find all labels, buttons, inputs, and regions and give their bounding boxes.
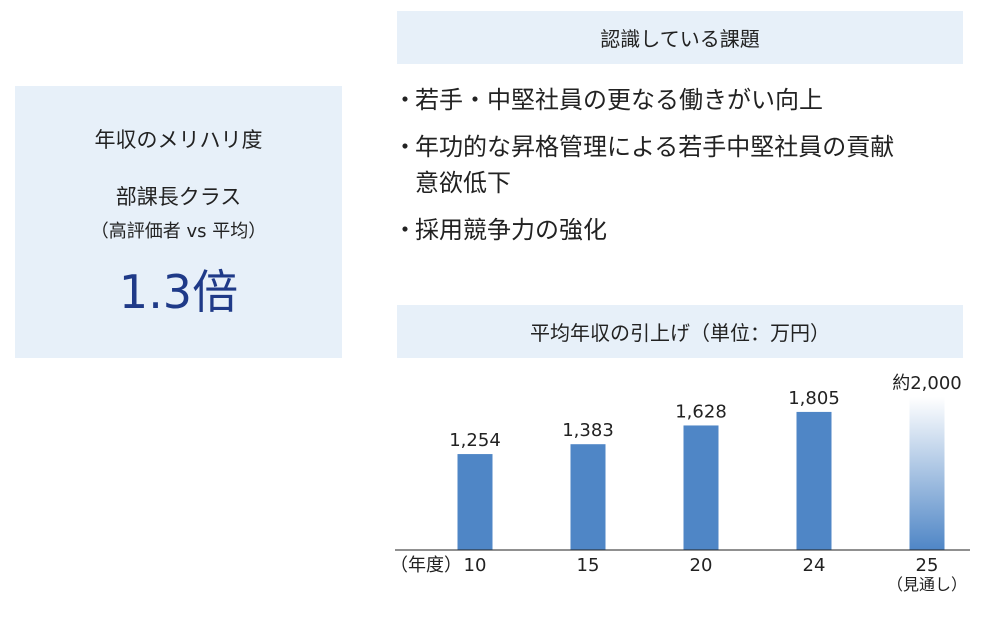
multiplier-subtitle: 部課長クラス xyxy=(115,185,242,209)
bar-25 xyxy=(909,397,945,550)
bar-15 xyxy=(570,444,606,550)
issue-text: 若手・中堅社員の更なる働きがい向上 xyxy=(415,86,823,114)
bar-20 xyxy=(683,425,719,550)
issue-text: 採用競争力の強化 xyxy=(415,216,607,244)
multiplier-title: 年収のメリハリ度 xyxy=(94,128,263,152)
bar-10 xyxy=(457,454,493,550)
data-label-10: 1,254 xyxy=(449,430,501,451)
tick-label-24: 24 xyxy=(803,555,826,576)
multiplier-value: 1.3倍 xyxy=(118,265,239,319)
issues-heading: 認識している課題 xyxy=(397,11,963,64)
issue-item: ・年功的な昇格管理による若手中堅社員の貢献 意欲低下 xyxy=(393,133,895,195)
bullet: ・ xyxy=(393,86,417,114)
bullet: ・ xyxy=(393,133,417,161)
data-label-25: 約2,000 xyxy=(892,373,962,394)
tick-label-25: 25 xyxy=(916,555,939,576)
issue-item: ・採用競争力の強化 xyxy=(393,218,607,242)
issue-text: 年功的な昇格管理による若手中堅社員の貢献 xyxy=(415,133,895,161)
chart-heading: 平均年収の引上げ（単位：万円） xyxy=(397,305,963,358)
issue-item: ・若手・中堅社員の更なる働きがい向上 xyxy=(393,88,823,112)
bullet: ・ xyxy=(393,216,417,244)
multiplier-panel: 年収のメリハリ度 部課長クラス （高評価者 vs 平均） 1.3倍 xyxy=(15,86,342,358)
multiplier-note: （高評価者 vs 平均） xyxy=(90,221,267,242)
data-label-15: 1,383 xyxy=(562,420,614,441)
tick-label-20: 20 xyxy=(690,555,713,576)
issue-text-continued: 意欲低下 xyxy=(415,169,511,197)
x-axis-label: （年度） xyxy=(390,555,462,576)
data-label-24: 1,805 xyxy=(788,388,840,409)
salary-bar-chart: 1,254 10 1,383 15 1,628 20 1,805 24 約2,000 25（見通し… xyxy=(390,373,970,594)
data-label-20: 1,628 xyxy=(675,401,727,422)
tick-label-15: 15 xyxy=(577,555,600,576)
tick-label-10: 10 xyxy=(464,555,487,576)
tick-note-25: （見通し） xyxy=(887,575,967,594)
bar-24 xyxy=(796,411,832,550)
